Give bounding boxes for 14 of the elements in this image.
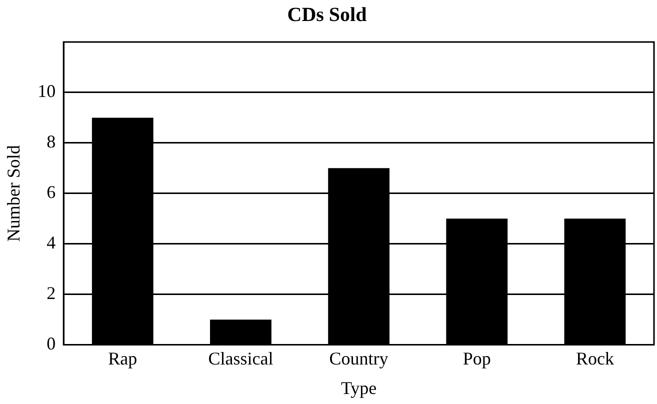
x-tick-label: Pop bbox=[462, 348, 491, 368]
x-axis-title: Type bbox=[340, 378, 377, 398]
chart-title: CDs Sold bbox=[287, 4, 367, 26]
y-tick-label: 0 bbox=[46, 334, 56, 354]
x-tick-label: Rap bbox=[108, 348, 138, 368]
x-tick-label: Classical bbox=[208, 348, 274, 368]
y-axis-title: Number Sold bbox=[4, 145, 24, 242]
y-tick-label: 6 bbox=[46, 182, 56, 202]
y-tick-label: 2 bbox=[46, 283, 56, 304]
y-tick-label: 4 bbox=[46, 232, 56, 253]
x-tick-label: Country bbox=[329, 348, 388, 368]
x-tick-label: Rock bbox=[576, 348, 614, 368]
y-tick-label: 8 bbox=[46, 132, 56, 152]
y-tick-label: 10 bbox=[38, 81, 56, 102]
